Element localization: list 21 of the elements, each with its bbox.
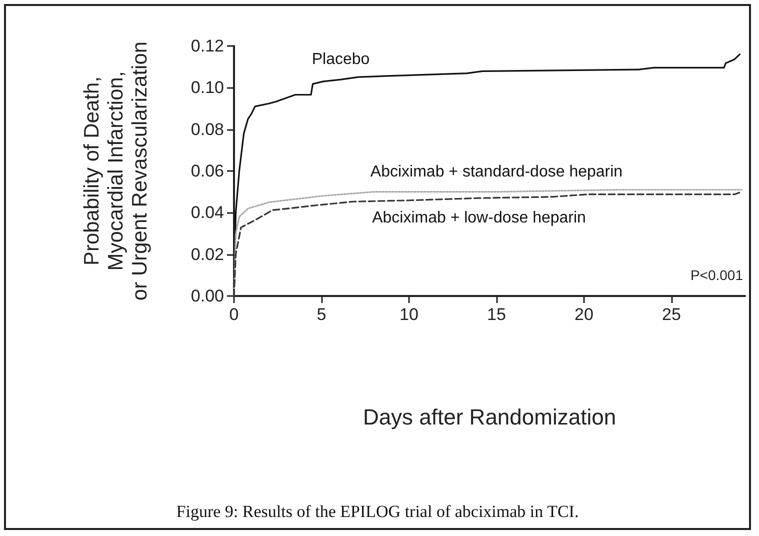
y-tick-label: 0.06 xyxy=(190,162,224,180)
x-tick-label: 20 xyxy=(574,305,594,324)
y-tick-label: 0.00 xyxy=(190,286,224,306)
y-axis-title: Probability of Death, Myocardial Infarction, or Urgent Revascularization xyxy=(80,41,152,301)
y-tick-label: 0.04 xyxy=(190,203,224,222)
x-axis-title: Days after Randomization xyxy=(362,404,616,430)
y-tick-label: 0.02 xyxy=(190,244,224,264)
x-tick-label: 0 xyxy=(229,305,239,324)
y-tick-label: 0.12 xyxy=(190,36,224,56)
y-tick-label: 0.08 xyxy=(190,120,224,139)
y-tick-label: 0.10 xyxy=(190,78,224,98)
x-tick-label: 5 xyxy=(316,305,326,324)
x-tick-label: 15 xyxy=(487,305,506,324)
series-label: Placebo xyxy=(312,51,370,68)
annotation: P<0.001 xyxy=(690,267,744,283)
x-tick-label: 10 xyxy=(400,305,418,324)
caption: Figure 9: Results of the EPILOG trial of abciximab in TCI. xyxy=(175,502,580,522)
x-tick-label: 25 xyxy=(662,305,681,324)
series-label: Abciximab + low-dose heparin xyxy=(372,210,586,227)
series-label: Abciximab + standard-dose heparin xyxy=(370,163,623,180)
line-series xyxy=(233,54,741,297)
